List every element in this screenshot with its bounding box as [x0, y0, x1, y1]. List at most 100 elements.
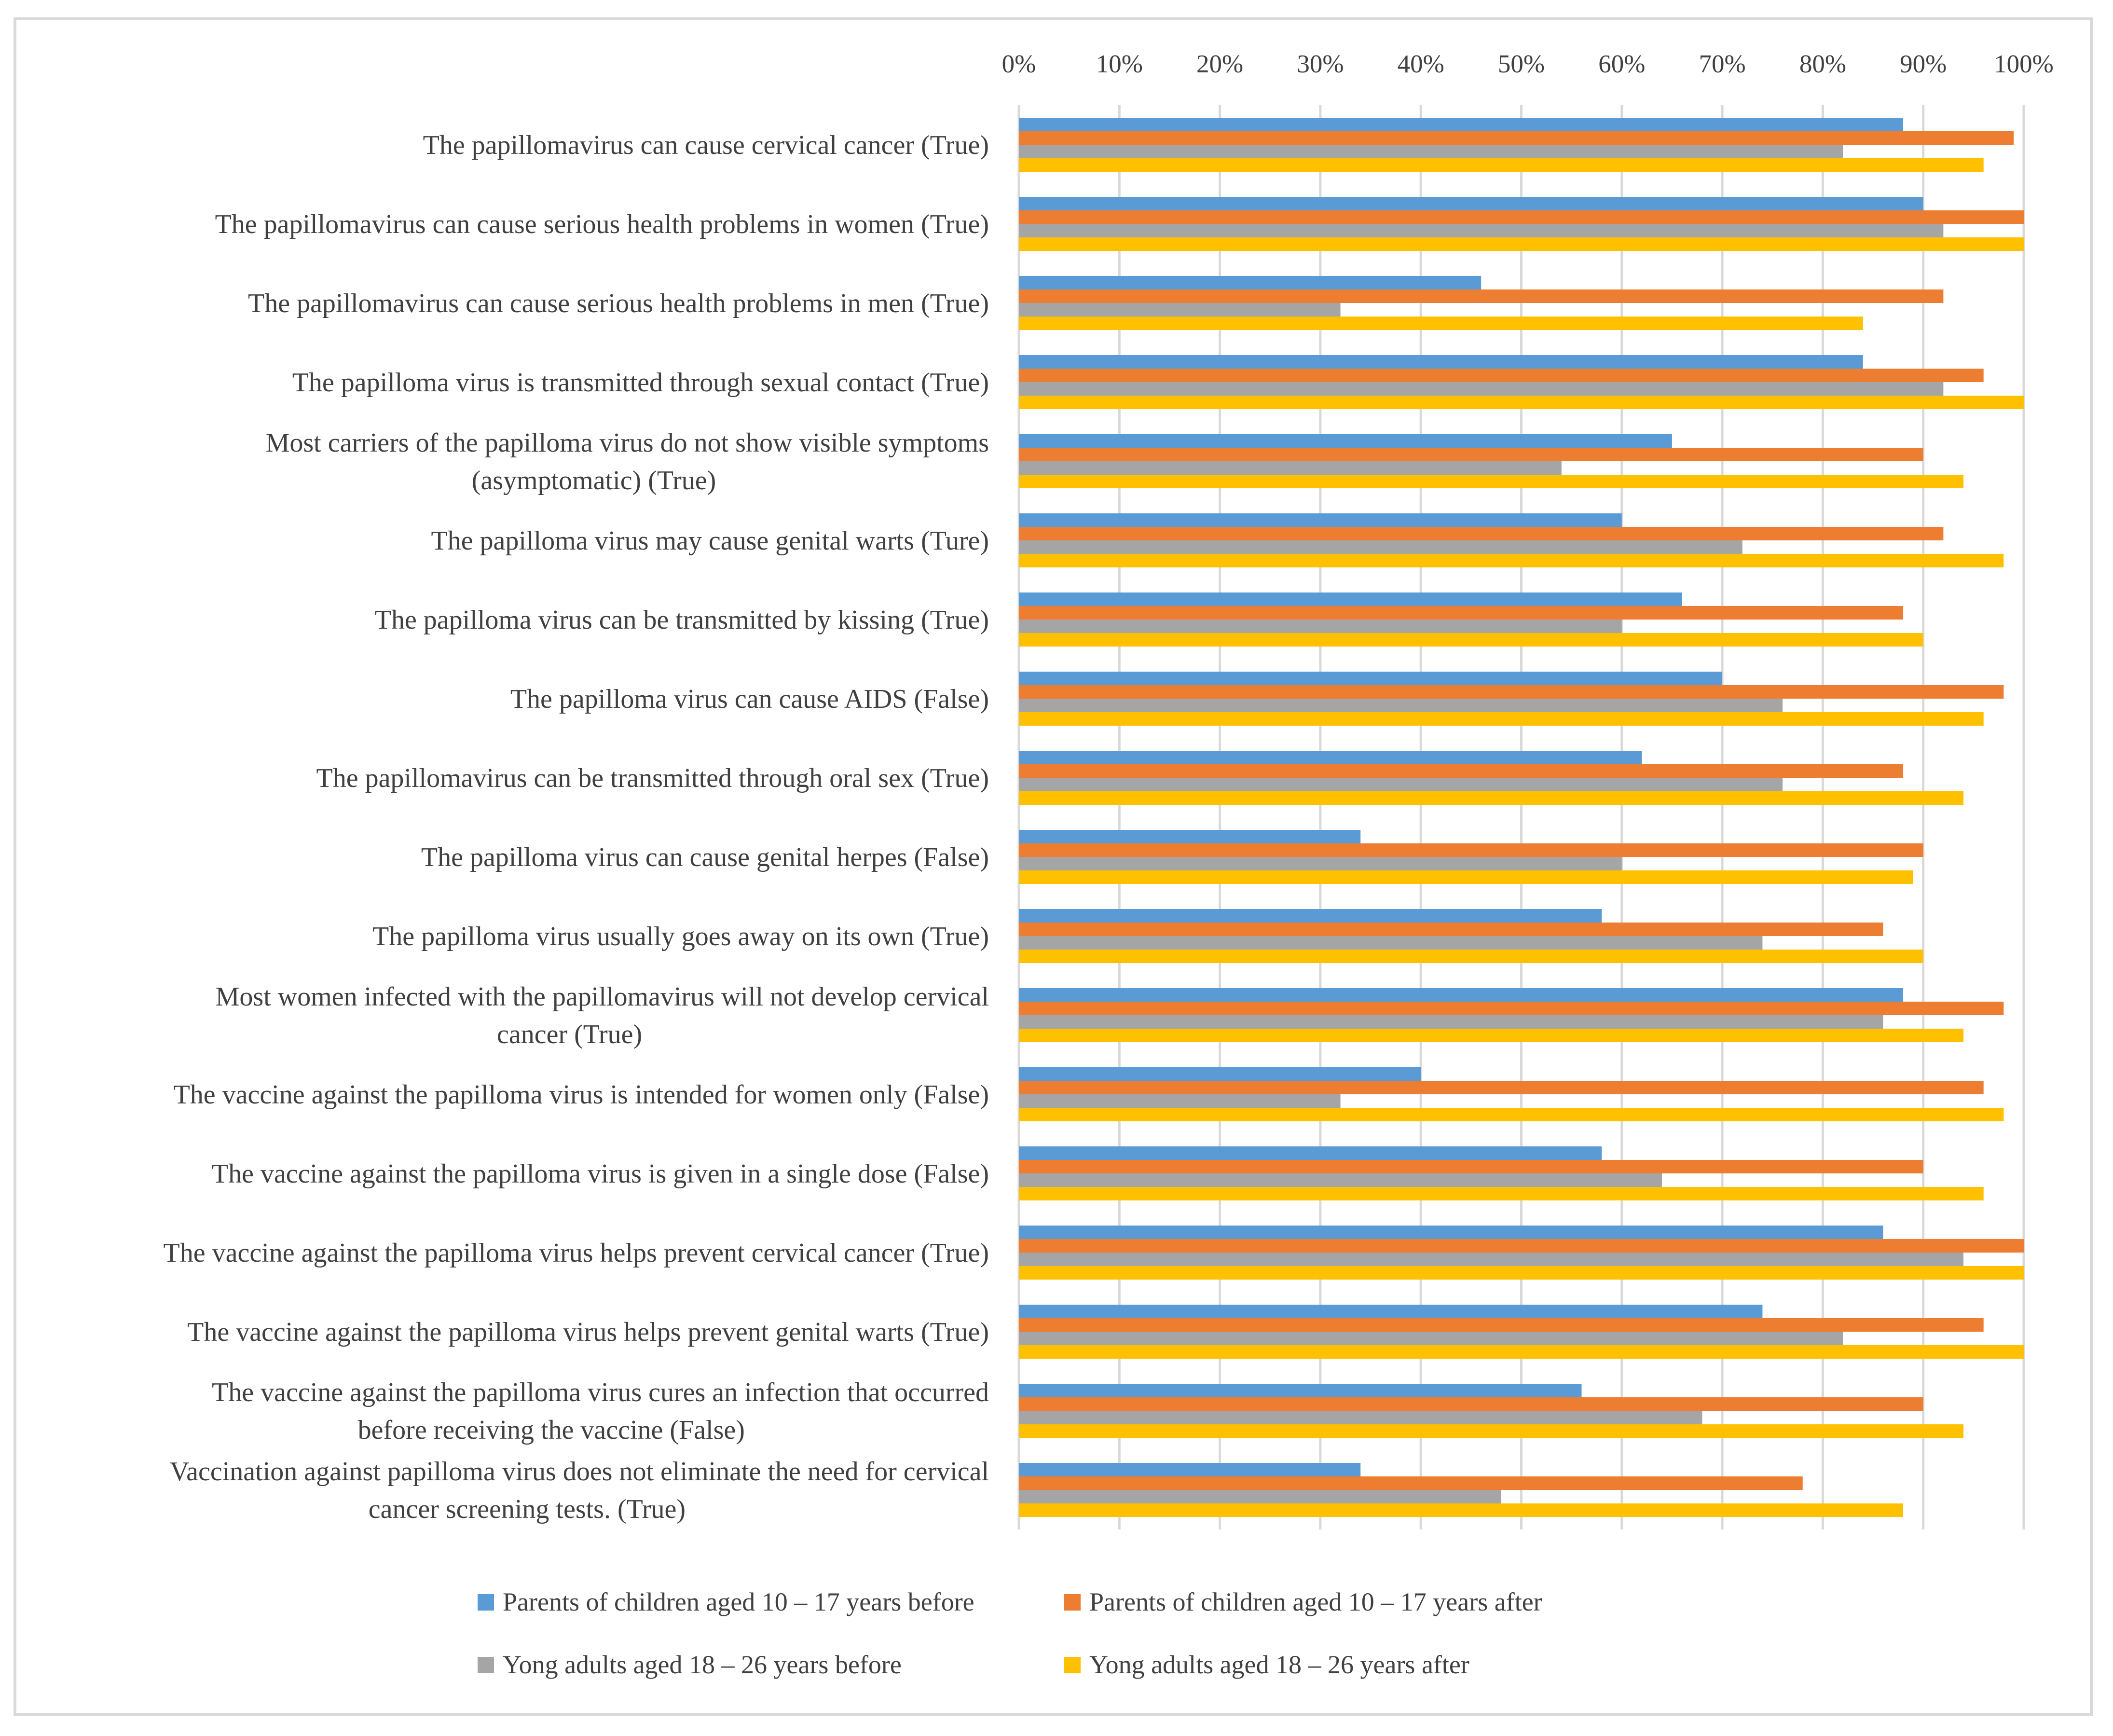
category-label: Most carriers of the papilloma virus do … [266, 428, 989, 458]
bar-series-2 [1019, 843, 1923, 857]
bar-series-3 [1019, 145, 1843, 158]
legend-swatch-3 [478, 1657, 494, 1673]
bar-series-3 [1019, 699, 1783, 712]
bar-series-4 [1019, 1345, 2024, 1359]
bar-series-4 [1019, 317, 1863, 330]
bar-series-1 [1019, 1463, 1361, 1476]
bar-series-3 [1019, 1015, 1883, 1029]
bar-series-4 [1019, 791, 1964, 805]
bar-series-1 [1019, 751, 1642, 764]
bar-series-2 [1019, 448, 1923, 461]
bar-series-2 [1019, 1397, 1923, 1411]
bar-series-1 [1019, 672, 1723, 685]
bar-series-3 [1019, 1253, 1964, 1266]
bar-series-2 [1019, 1160, 1923, 1173]
category-label: The vaccine against the papilloma virus … [164, 1238, 989, 1268]
bar-series-3 [1019, 461, 1562, 475]
bar-series-2 [1019, 923, 1883, 936]
bar-series-1 [1019, 1226, 1883, 1239]
bar-series-4 [1019, 1029, 1964, 1042]
bar-series-3 [1019, 224, 1944, 237]
bar-series-1 [1019, 355, 1863, 369]
bar-series-1 [1019, 1384, 1582, 1397]
bars [1019, 118, 2024, 1517]
category-label: The papillomavirus can cause serious hea… [248, 289, 989, 318]
bar-series-2 [1019, 685, 2004, 699]
bar-series-4 [1019, 633, 1923, 647]
bar-series-1 [1019, 1067, 1421, 1081]
legend-label-3: Yong adults aged 18 – 26 years before [503, 1650, 902, 1679]
bar-series-1 [1019, 118, 1904, 131]
bar-series-4 [1019, 158, 1984, 172]
category-label: (asymptomatic) (True) [472, 466, 716, 496]
bar-series-4 [1019, 950, 1923, 963]
bar-series-4 [1019, 237, 2024, 251]
x-tick-label: 0% [1002, 50, 1036, 78]
bar-series-4 [1019, 1503, 1904, 1517]
x-tick-label: 40% [1398, 50, 1444, 78]
bar-series-1 [1019, 988, 1904, 1002]
category-label: The vaccine against the papilloma virus … [212, 1159, 989, 1189]
category-label: The vaccine against the papilloma virus … [212, 1378, 989, 1407]
legend-label-4: Yong adults aged 18 – 26 years after [1089, 1650, 1469, 1679]
bar-series-3 [1019, 1332, 1843, 1345]
bar-series-2 [1019, 1239, 2024, 1253]
category-label: before receiving the vaccine (False) [358, 1415, 745, 1445]
legend-label-1: Parents of children aged 10 – 17 years b… [503, 1587, 974, 1616]
bar-series-2 [1019, 210, 2024, 224]
bar-series-3 [1019, 620, 1622, 633]
bar-series-3 [1019, 1411, 1702, 1424]
bar-series-4 [1019, 1266, 2024, 1280]
bar-series-2 [1019, 606, 1904, 620]
bar-series-2 [1019, 369, 1984, 382]
bar-series-1 [1019, 1146, 1602, 1160]
bar-series-1 [1019, 909, 1602, 923]
category-label: The papillomavirus can cause cervical ca… [423, 130, 989, 160]
legend-label-2: Parents of children aged 10 – 17 years a… [1089, 1587, 1542, 1616]
x-tick-label: 30% [1297, 50, 1344, 78]
x-axis-ticks: 0% 10% 20% 30% 40% 50% 60% 70% 80% 90% 100% [1002, 50, 2054, 78]
bar-series-3 [1019, 540, 1743, 554]
category-label: The vaccine against the papilloma virus … [174, 1080, 989, 1110]
x-tick-label: 90% [1900, 50, 1947, 78]
bar-series-1 [1019, 434, 1672, 448]
category-label: The papillomavirus can cause serious hea… [215, 209, 989, 239]
category-label: The papilloma virus is transmitted throu… [292, 368, 989, 398]
bar-series-2 [1019, 131, 2014, 145]
gridlines [1017, 105, 2025, 1529]
x-tick-label: 10% [1096, 50, 1143, 78]
legend: Parents of children aged 10 – 17 years b… [478, 1587, 1542, 1679]
bar-series-2 [1019, 527, 1944, 540]
bar-series-3 [1019, 1094, 1341, 1108]
x-tick-label: 50% [1498, 50, 1545, 78]
x-tick-label: 60% [1598, 50, 1645, 78]
bar-series-2 [1019, 289, 1944, 303]
bar-series-4 [1019, 1108, 2004, 1121]
bar-series-2 [1019, 1476, 1803, 1490]
legend-swatch-2 [1064, 1594, 1081, 1611]
category-label: The papilloma virus usually goes away on… [372, 922, 989, 951]
bar-series-4 [1019, 870, 1913, 884]
category-label: The papilloma virus may cause genital wa… [431, 526, 989, 556]
category-label: Most women infected with the papillomavi… [216, 982, 989, 1012]
legend-swatch-1 [478, 1594, 494, 1611]
bar-series-1 [1019, 1305, 1763, 1318]
category-label: The papillomavirus can be transmitted th… [316, 763, 989, 793]
bar-series-2 [1019, 1318, 1984, 1332]
bar-series-4 [1019, 554, 2004, 567]
category-label: The papilloma virus can cause genital he… [421, 842, 989, 872]
bar-series-2 [1019, 764, 1904, 778]
bar-series-1 [1019, 197, 1923, 210]
legend-swatch-4 [1064, 1657, 1081, 1673]
category-labels: The papillomavirus can cause cervical ca… [164, 130, 989, 1524]
bar-series-1 [1019, 592, 1682, 606]
category-label: The papilloma virus can cause AIDS (Fals… [510, 684, 989, 714]
category-label: cancer screening tests. (True) [369, 1494, 686, 1524]
bar-series-4 [1019, 1187, 1984, 1200]
bar-series-3 [1019, 936, 1763, 950]
bar-series-3 [1019, 1490, 1501, 1503]
bar-series-1 [1019, 276, 1482, 289]
bar-series-3 [1019, 1173, 1662, 1187]
category-label: cancer (True) [497, 1020, 642, 1049]
